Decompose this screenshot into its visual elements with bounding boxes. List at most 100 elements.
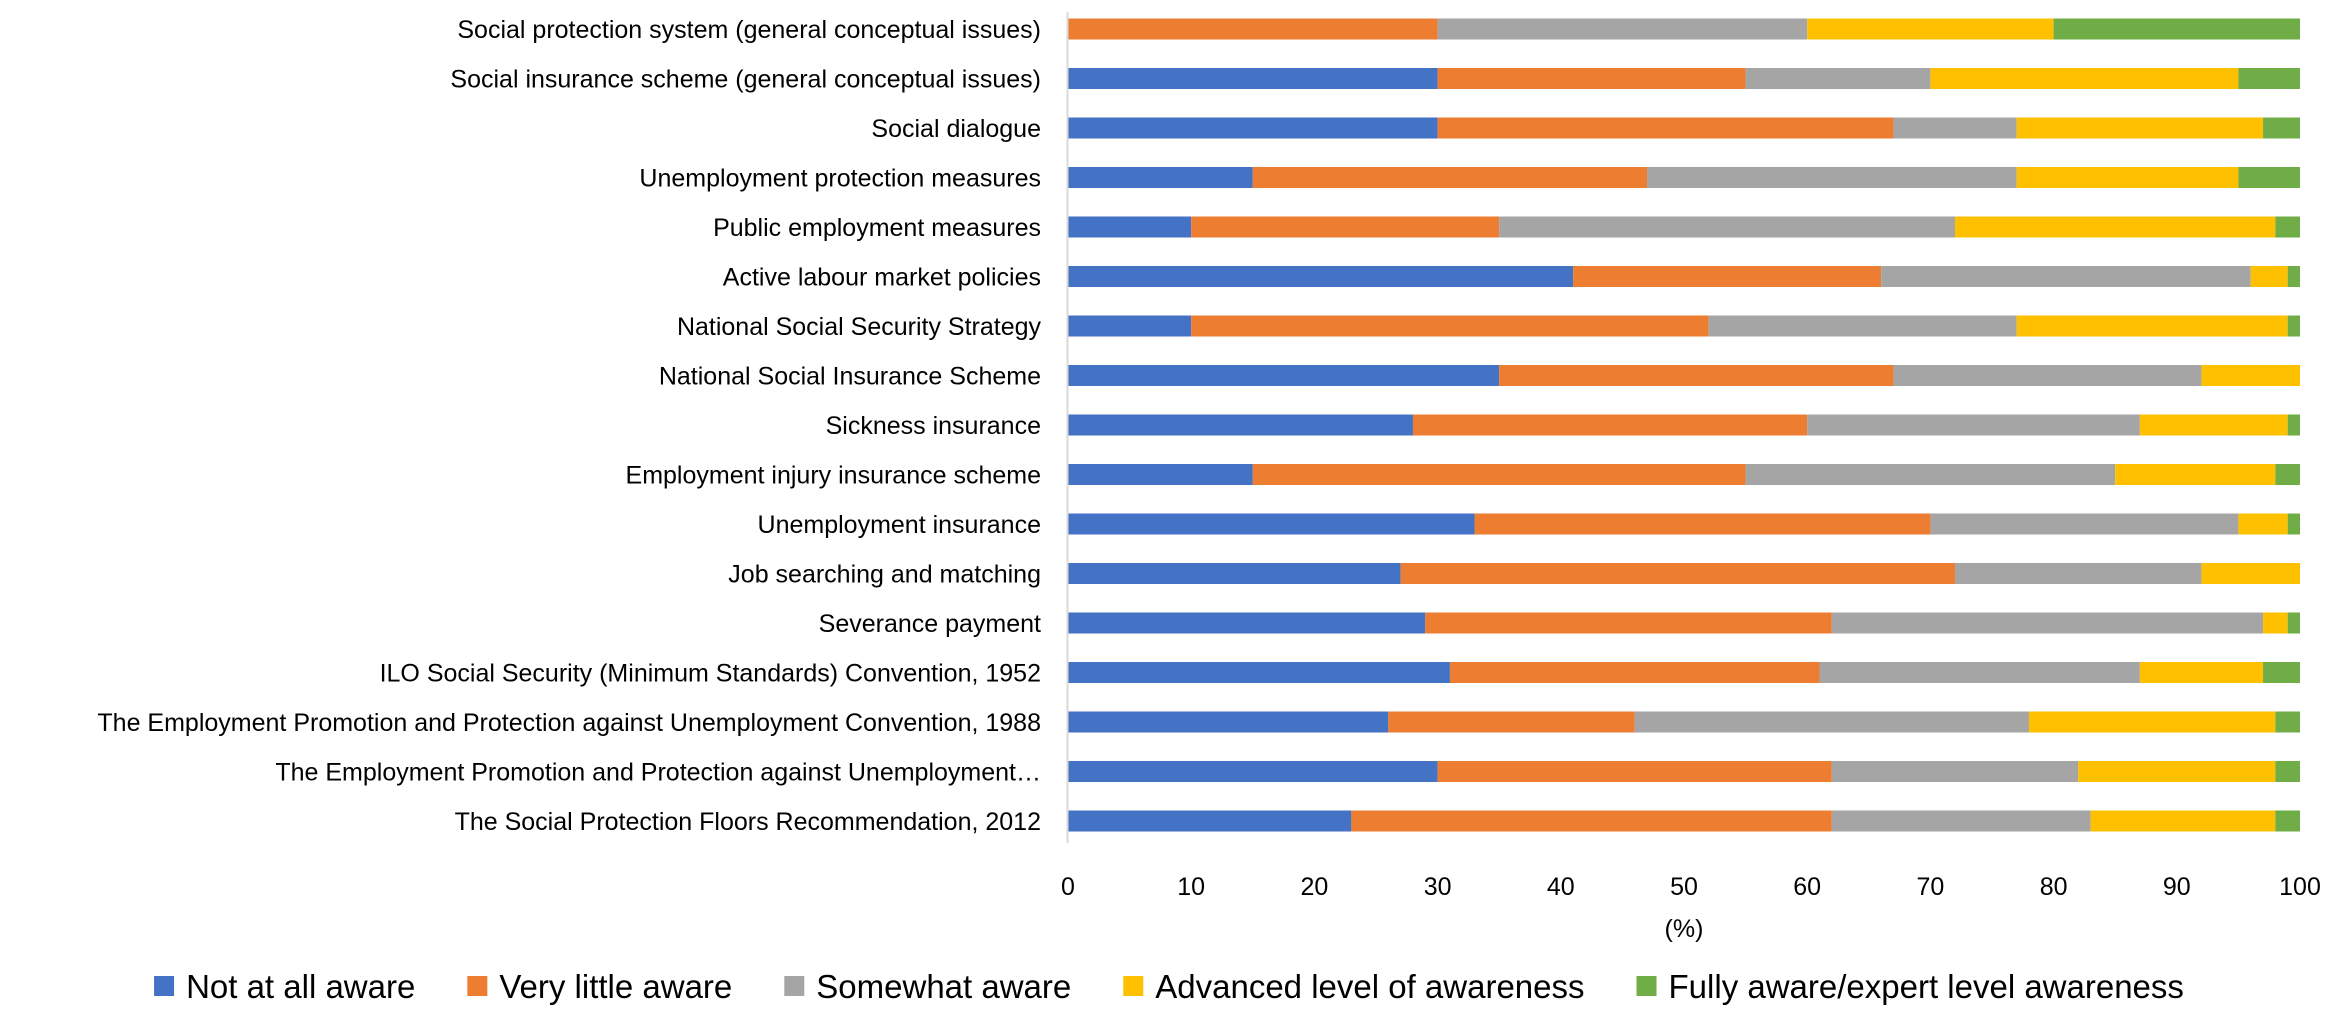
bar-segment-3-series-3 bbox=[1893, 117, 2017, 139]
bar-segment-5-series-2 bbox=[1191, 216, 1500, 238]
bar-segment-1-series-2 bbox=[1068, 18, 1438, 40]
bar-segment-11-series-4 bbox=[2238, 513, 2288, 535]
x-tick-label: 40 bbox=[1547, 873, 1575, 901]
bar-segment-7-series-4 bbox=[2016, 315, 2288, 337]
bar-segment-14-series-4 bbox=[2139, 662, 2264, 683]
legend-item: Very little aware bbox=[467, 968, 732, 1005]
legend-item: Fully aware/expert level awareness bbox=[1636, 968, 2184, 1005]
bar-segment-3-series-5 bbox=[2263, 117, 2300, 139]
legend-label: Not at all aware bbox=[186, 968, 415, 1005]
bar-segment-16-series-1 bbox=[1068, 761, 1438, 782]
bar-segment-6-series-4 bbox=[2250, 266, 2288, 287]
bar-segment-13-series-2 bbox=[1425, 612, 1832, 634]
legend-swatch bbox=[1636, 976, 1657, 996]
bar-segment-8-series-4 bbox=[2201, 365, 2300, 386]
bar-segment-4-series-2 bbox=[1252, 167, 1648, 188]
bar-segment-2-series-4 bbox=[1930, 68, 2239, 89]
bar-segment-17-series-5 bbox=[2275, 810, 2300, 832]
bar-segment-11-series-2 bbox=[1474, 513, 1931, 535]
bar-segment-5-series-5 bbox=[2275, 216, 2300, 238]
category-label: Social protection system (general concep… bbox=[457, 16, 1041, 44]
bar-segment-5-series-1 bbox=[1068, 216, 1192, 238]
bar-segment-13-series-5 bbox=[2287, 612, 2300, 634]
category-label: Severance payment bbox=[819, 610, 1041, 638]
bar-segment-15-series-5 bbox=[2275, 711, 2300, 733]
x-tick-label: 90 bbox=[2163, 873, 2191, 901]
legend-item: Not at all aware bbox=[154, 968, 415, 1005]
legend-label: Advanced level of awareness bbox=[1155, 968, 1584, 1005]
bar-segment-17-series-2 bbox=[1351, 810, 1832, 832]
bar-segment-10-series-5 bbox=[2275, 464, 2300, 485]
bar-segment-12-series-4 bbox=[2201, 563, 2300, 584]
bar-segment-16-series-4 bbox=[2078, 761, 2276, 782]
bar-segment-10-series-2 bbox=[1252, 464, 1746, 485]
category-label: Social insurance scheme (general concept… bbox=[450, 66, 1041, 94]
bar-segment-5-series-4 bbox=[1955, 216, 2276, 238]
category-label: Sickness insurance bbox=[826, 412, 1041, 440]
x-tick-label: 0 bbox=[1061, 873, 1075, 901]
x-axis-ticks: 0 10 20 30 40 50 60 70 80 90 100 bbox=[1061, 873, 2321, 901]
bar-segment-9-series-2 bbox=[1412, 414, 1808, 436]
legend-item: Advanced level of awareness bbox=[1123, 968, 1585, 1005]
x-tick-label: 10 bbox=[1177, 873, 1205, 901]
x-tick-label: 80 bbox=[2040, 873, 2068, 901]
bar-segment-6-series-5 bbox=[2287, 266, 2300, 287]
bar-segment-10-series-4 bbox=[2115, 464, 2276, 485]
legend-swatch bbox=[467, 976, 488, 996]
bar-segment-7-series-5 bbox=[2287, 315, 2300, 337]
bar-segment-14-series-3 bbox=[1819, 662, 2140, 683]
bar-segment-9-series-3 bbox=[1807, 414, 2140, 436]
bar-segment-4-series-5 bbox=[2238, 167, 2300, 188]
legend-label: Fully aware/expert level awareness bbox=[1669, 968, 2184, 1005]
bar-segment-15-series-1 bbox=[1068, 711, 1389, 733]
x-tick-label: 100 bbox=[2279, 873, 2321, 901]
bar-segment-16-series-5 bbox=[2275, 761, 2300, 782]
category-label: The Employment Promotion and Protection … bbox=[97, 709, 1041, 737]
bar-segment-12-series-1 bbox=[1068, 563, 1401, 584]
bar-segment-2-series-3 bbox=[1745, 68, 1931, 89]
bar-segment-2-series-2 bbox=[1437, 68, 1746, 89]
bar-segment-4-series-1 bbox=[1068, 167, 1253, 188]
bar-segment-15-series-2 bbox=[1388, 711, 1635, 733]
bar-segment-1-series-5 bbox=[2053, 18, 2300, 40]
category-label: Active labour market policies bbox=[723, 264, 1041, 292]
bar-segment-14-series-5 bbox=[2263, 662, 2300, 683]
x-axis-title: (%) bbox=[1665, 915, 1704, 943]
legend-swatch bbox=[784, 976, 805, 996]
legend-swatch bbox=[1123, 976, 1144, 996]
bar-segment-17-series-3 bbox=[1831, 810, 2091, 832]
bar-segment-11-series-3 bbox=[1930, 513, 2239, 535]
category-label: Public employment measures bbox=[713, 214, 1041, 242]
bar-segment-11-series-1 bbox=[1068, 513, 1475, 535]
bar-segment-10-series-1 bbox=[1068, 464, 1253, 485]
bar-segment-3-series-2 bbox=[1437, 117, 1894, 139]
bar-segment-16-series-2 bbox=[1437, 761, 1832, 782]
bar-segment-16-series-3 bbox=[1831, 761, 2079, 782]
bar-segment-12-series-2 bbox=[1400, 563, 1956, 584]
bar-segment-14-series-2 bbox=[1449, 662, 1820, 683]
bar-segment-4-series-3 bbox=[1647, 167, 2017, 188]
bar-segment-11-series-5 bbox=[2287, 513, 2300, 535]
category-label: Employment injury insurance scheme bbox=[626, 462, 1041, 490]
x-tick-label: 70 bbox=[1916, 873, 1944, 901]
bar-segment-1-series-4 bbox=[1807, 18, 2054, 40]
legend: Not at all aware Very little aware Somewha… bbox=[154, 968, 2184, 1005]
bar-segment-4-series-4 bbox=[2016, 167, 2239, 188]
x-tick-label: 20 bbox=[1300, 873, 1328, 901]
category-label: The Employment Promotion and Protection … bbox=[275, 759, 1041, 787]
bar-segment-13-series-3 bbox=[1831, 612, 2264, 634]
x-tick-label: 50 bbox=[1670, 873, 1698, 901]
bar-segment-15-series-3 bbox=[1634, 711, 2029, 733]
category-label: National Social Security Strategy bbox=[677, 313, 1042, 341]
category-label: Unemployment protection measures bbox=[639, 165, 1041, 193]
bar-segment-9-series-4 bbox=[2139, 414, 2288, 436]
category-label: Job searching and matching bbox=[728, 561, 1041, 589]
bar-segment-8-series-3 bbox=[1893, 365, 2202, 386]
x-tick-label: 30 bbox=[1424, 873, 1452, 901]
bar-segment-17-series-4 bbox=[2090, 810, 2276, 832]
bars-layer bbox=[1068, 18, 2300, 832]
bar-segment-14-series-1 bbox=[1068, 662, 1450, 683]
bar-segment-6-series-2 bbox=[1573, 266, 1882, 287]
bar-segment-3-series-4 bbox=[2016, 117, 2264, 139]
